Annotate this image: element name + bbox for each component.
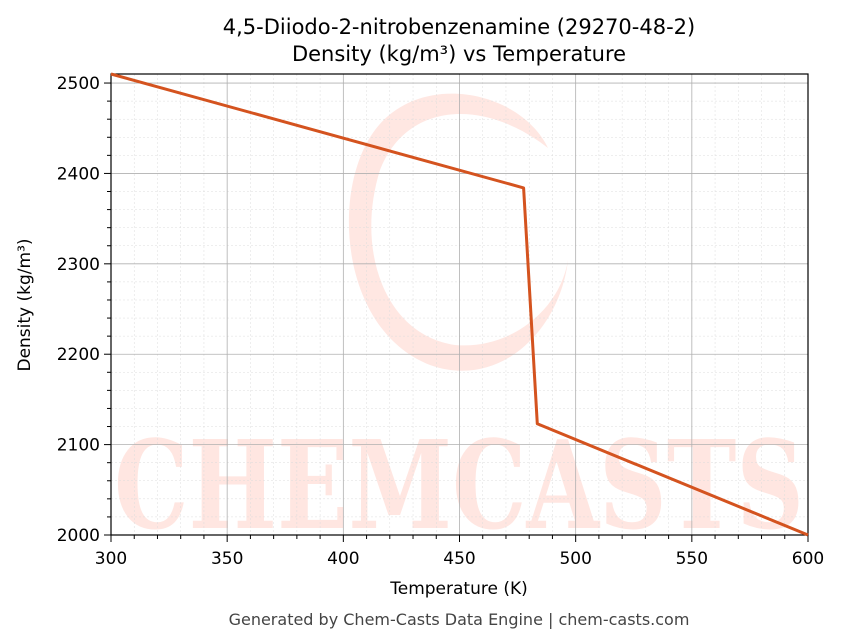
y-tick-label: 2100	[57, 436, 100, 456]
x-tick-label: 600	[792, 549, 824, 569]
footer-credit: Generated by Chem-Casts Data Engine | ch…	[229, 610, 690, 629]
x-tick-label: 300	[95, 549, 127, 569]
x-tick-label: 500	[559, 549, 591, 569]
y-tick-label: 2500	[57, 74, 100, 94]
series-layer	[110, 72, 809, 537]
x-tick-label: 450	[443, 549, 475, 569]
y-tick-label: 2000	[57, 526, 100, 546]
x-tick-label: 350	[211, 549, 243, 569]
density-series-line-0	[110, 72, 809, 537]
x-tick-label: 550	[676, 549, 708, 569]
x-axis-label: Temperature (K)	[389, 579, 528, 599]
watermark: CHEMCASTS	[114, 93, 804, 557]
y-tick-label: 2400	[57, 164, 100, 184]
axis-ticks: 300 350 400 450 500 550 600 2000 2100 2200 2300 240…	[57, 74, 824, 569]
y-tick-label: 2300	[57, 255, 100, 275]
y-tick-label: 2200	[57, 345, 100, 365]
chart-subtitle: Density (kg/m³) vs Temperature	[292, 42, 626, 66]
chart-title: 4,5-Diiodo-2-nitrobenzenamine (29270-48-…	[223, 15, 695, 39]
y-axis-label: Density (kg/m³)	[15, 238, 35, 371]
watermark-logo-swirl	[348, 93, 568, 371]
x-tick-label: 400	[327, 549, 359, 569]
